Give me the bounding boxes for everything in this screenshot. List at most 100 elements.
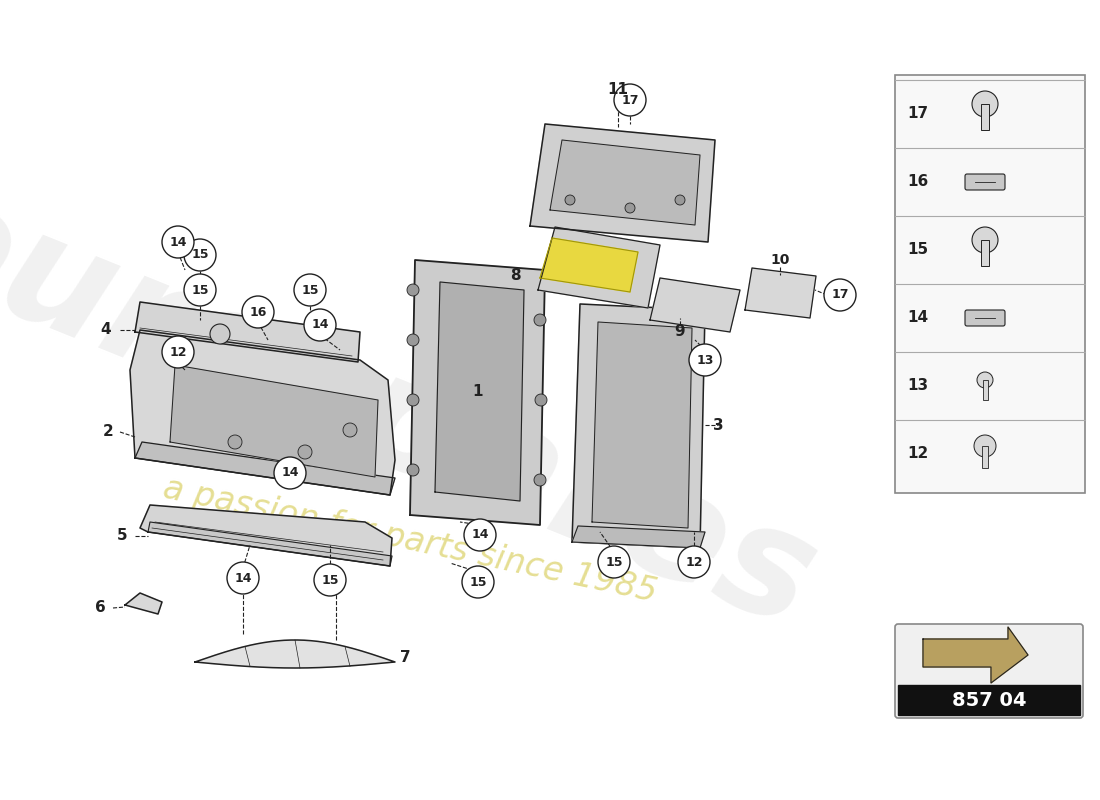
Circle shape: [274, 457, 306, 489]
Circle shape: [184, 274, 216, 306]
Circle shape: [972, 227, 998, 253]
Polygon shape: [130, 330, 395, 495]
Text: 13: 13: [908, 378, 928, 394]
Text: 14: 14: [282, 466, 299, 479]
Text: 14: 14: [908, 310, 928, 326]
Text: 17: 17: [832, 289, 849, 302]
Polygon shape: [540, 238, 638, 292]
Polygon shape: [530, 124, 715, 242]
Text: 12: 12: [908, 446, 928, 462]
Polygon shape: [550, 140, 700, 225]
Text: 11: 11: [607, 82, 628, 98]
Text: 9: 9: [674, 325, 685, 339]
Circle shape: [242, 296, 274, 328]
Circle shape: [298, 445, 312, 459]
Polygon shape: [572, 526, 705, 548]
Polygon shape: [592, 322, 692, 528]
Text: 3: 3: [713, 418, 724, 433]
Text: 10: 10: [770, 253, 790, 267]
Circle shape: [565, 195, 575, 205]
Text: a passion for parts since 1985: a passion for parts since 1985: [160, 471, 660, 609]
Text: 15: 15: [301, 283, 319, 297]
Text: 14: 14: [234, 571, 252, 585]
Polygon shape: [140, 505, 392, 566]
Circle shape: [210, 324, 230, 344]
Circle shape: [534, 474, 546, 486]
Polygon shape: [434, 282, 524, 501]
Text: 17: 17: [621, 94, 639, 106]
Text: 15: 15: [321, 574, 339, 586]
Polygon shape: [148, 522, 392, 566]
Text: 8: 8: [509, 267, 520, 282]
Bar: [982, 380, 988, 400]
Circle shape: [824, 279, 856, 311]
Circle shape: [162, 336, 194, 368]
Polygon shape: [923, 627, 1028, 683]
Text: 16: 16: [250, 306, 266, 318]
Circle shape: [407, 284, 419, 296]
Text: 13: 13: [696, 354, 714, 366]
Text: 16: 16: [908, 174, 928, 190]
Circle shape: [314, 564, 346, 596]
Text: 15: 15: [191, 249, 209, 262]
Circle shape: [972, 91, 998, 117]
Circle shape: [343, 423, 358, 437]
Text: 15: 15: [908, 242, 928, 258]
Text: 14: 14: [471, 529, 488, 542]
Text: 15: 15: [191, 283, 209, 297]
Text: 15: 15: [605, 555, 623, 569]
Text: 6: 6: [95, 601, 106, 615]
Circle shape: [407, 394, 419, 406]
Text: 2: 2: [102, 425, 113, 439]
Bar: [981, 240, 989, 266]
Text: 17: 17: [908, 106, 928, 122]
Circle shape: [227, 562, 258, 594]
FancyBboxPatch shape: [895, 624, 1084, 718]
Polygon shape: [745, 268, 816, 318]
Circle shape: [162, 226, 194, 258]
FancyBboxPatch shape: [965, 310, 1005, 326]
Polygon shape: [170, 365, 378, 477]
Text: 15: 15: [470, 575, 486, 589]
Polygon shape: [650, 278, 740, 332]
Circle shape: [625, 203, 635, 213]
Circle shape: [614, 84, 646, 116]
Text: 4: 4: [101, 322, 111, 338]
Circle shape: [294, 274, 326, 306]
Polygon shape: [898, 685, 1080, 715]
Polygon shape: [135, 302, 360, 362]
Circle shape: [534, 314, 546, 326]
Polygon shape: [410, 260, 544, 525]
Polygon shape: [572, 304, 705, 548]
Text: 14: 14: [169, 235, 187, 249]
Circle shape: [689, 344, 720, 376]
Text: 12: 12: [169, 346, 187, 358]
Circle shape: [977, 372, 993, 388]
Circle shape: [675, 195, 685, 205]
Bar: [982, 446, 988, 468]
Circle shape: [184, 239, 216, 271]
Text: 14: 14: [311, 318, 329, 331]
Circle shape: [535, 394, 547, 406]
FancyBboxPatch shape: [965, 174, 1005, 190]
Circle shape: [228, 435, 242, 449]
Text: eurospares: eurospares: [0, 160, 836, 660]
Circle shape: [678, 546, 710, 578]
Text: 12: 12: [685, 555, 703, 569]
FancyBboxPatch shape: [895, 75, 1085, 493]
Text: 1: 1: [473, 385, 483, 399]
Circle shape: [462, 566, 494, 598]
Bar: [981, 104, 989, 130]
Polygon shape: [195, 640, 395, 668]
Text: 7: 7: [399, 650, 410, 665]
Polygon shape: [135, 442, 395, 495]
Polygon shape: [538, 227, 660, 308]
Circle shape: [407, 334, 419, 346]
Circle shape: [464, 519, 496, 551]
Circle shape: [974, 435, 996, 457]
Circle shape: [598, 546, 630, 578]
Polygon shape: [125, 593, 162, 614]
Circle shape: [304, 309, 336, 341]
Circle shape: [407, 464, 419, 476]
Text: 857 04: 857 04: [952, 690, 1026, 710]
